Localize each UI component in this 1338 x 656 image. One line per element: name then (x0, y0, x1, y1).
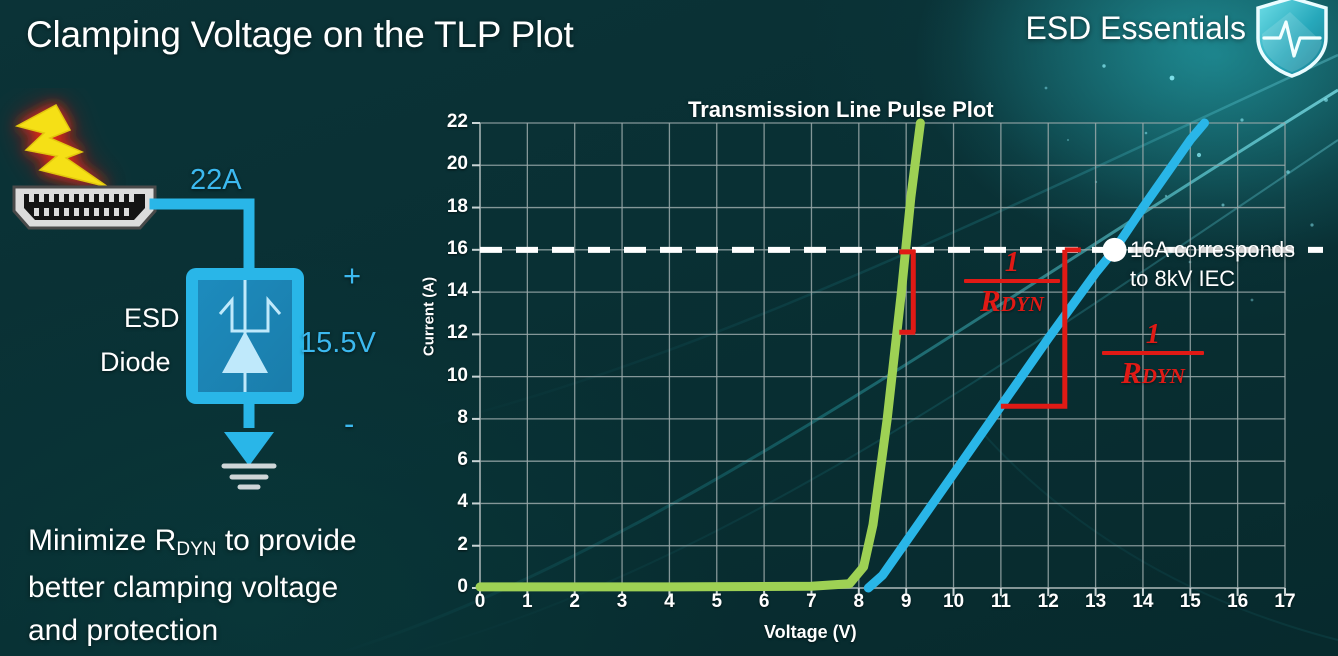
caption-line-2: better clamping voltage (28, 571, 339, 604)
y-axis-tick-4: 4 (457, 491, 468, 513)
slope-annotation-1: 1 RDYN (964, 247, 1060, 322)
y-axis-tick-2: 2 (457, 533, 468, 555)
slope1-fraction-bar (964, 279, 1060, 283)
x-axis-tick-7: 7 (806, 591, 817, 612)
x-axis-tick-1: 1 (522, 591, 533, 612)
x-axis-tick-0: 0 (474, 591, 486, 612)
x-axis-tick-6: 6 (758, 591, 770, 612)
y-axis-tick-16: 16 (446, 237, 468, 259)
circuit-wire (149, 198, 255, 274)
slope1-den-sub: DYN (1000, 292, 1044, 316)
slope2-den-sub: DYN (1141, 364, 1185, 388)
caption-line1-sub: DYN (176, 539, 217, 560)
x-axis-tick-2: 2 (569, 591, 580, 612)
slope2-den-main: R (1121, 355, 1142, 390)
device-label-line1: ESD (124, 303, 180, 333)
x-axis-tick-8: 8 (853, 591, 865, 612)
hdmi-connector-icon (12, 185, 157, 230)
chart-x-axis-label: Voltage (V) (764, 622, 857, 642)
chart-title: Transmission Line Pulse Plot (688, 97, 994, 122)
slope2-fraction-bar (1102, 351, 1204, 355)
slope1-numerator: 1 (1004, 246, 1020, 278)
y-axis-tick-0: 0 (457, 576, 468, 597)
y-axis-tick-10: 10 (446, 364, 468, 386)
brand-title: ESD Essentials (1025, 10, 1246, 46)
y-axis-tick-12: 12 (446, 322, 468, 344)
callout-line-1: 16A corresponds (1130, 237, 1296, 262)
y-axis-tick-14: 14 (446, 280, 468, 302)
x-axis-tick-15: 15 (1179, 591, 1201, 612)
x-axis-tick-17: 17 (1274, 591, 1296, 612)
tlp-chart: Transmission Line Pulse Plot Current (A)… (412, 88, 1338, 656)
chart-series-1 (863, 118, 1209, 593)
y-axis-tick-18: 18 (446, 195, 468, 217)
caption-line1-pre: Minimize R (28, 524, 177, 557)
plot-area (472, 118, 1323, 596)
ground-symbol-icon (221, 463, 277, 490)
caption-line-3: and protection (28, 614, 219, 647)
shield-pulse-icon (1256, 0, 1328, 78)
esd-diode-box (186, 268, 304, 404)
x-axis-tick-14: 14 (1132, 591, 1154, 612)
y-axis-tick-6: 6 (457, 449, 468, 471)
polarity-plus-label: + (343, 258, 362, 293)
caption-line1-post: to provide (216, 524, 357, 557)
lightning-bolt-icon (14, 103, 109, 188)
slope1-den-main: R (980, 283, 1001, 318)
current-label: 22A (190, 164, 242, 196)
y-axis-tick-20: 20 (446, 153, 468, 175)
slope2-numerator: 1 (1145, 318, 1161, 350)
x-axis-tick-3: 3 (616, 591, 628, 612)
slope1-denominator: RDYN (964, 283, 1060, 322)
slide-caption: Minimize RDYN to provide better clamping… (28, 519, 448, 652)
callout-line-2: to 8kV IEC (1130, 266, 1236, 291)
y-axis-tick-8: 8 (457, 406, 468, 428)
polarity-minus-label: - (344, 406, 355, 441)
x-axis-tick-16: 16 (1227, 591, 1249, 612)
slope-bracket-1 (899, 249, 916, 335)
x-axis-tick-11: 11 (990, 591, 1011, 612)
slope2-denominator: RDYN (1102, 355, 1204, 394)
y-axis-tick-22: 22 (446, 111, 468, 132)
chart-gridlines (479, 122, 1286, 589)
slide-title: Clamping Voltage on the TLP Plot (26, 14, 574, 55)
caption-line-1: Minimize RDYN to provide (28, 519, 448, 566)
device-label-line2: Diode (100, 347, 171, 377)
x-axis-tick-5: 5 (711, 591, 723, 612)
chart-marker-0[interactable] (1102, 237, 1127, 262)
x-axis-tick-12: 12 (1037, 591, 1059, 612)
x-axis-tick-4: 4 (664, 591, 675, 612)
x-axis-tick-13: 13 (1085, 591, 1107, 612)
slope-bracket-2 (1000, 247, 1081, 409)
x-axis-tick-9: 9 (900, 591, 912, 612)
current-arrow-icon (224, 432, 274, 466)
esd-circuit-diagram: 22A 15.5V + - ESD Diode (0, 88, 420, 508)
slope-annotation-2: 1 RDYN (1102, 319, 1204, 394)
clamp-voltage-label: 15.5V (300, 327, 376, 359)
chart-series-0 (475, 118, 925, 592)
x-axis-tick-10: 10 (942, 591, 965, 612)
marker-callout: 16A corresponds to 8kV IEC (1130, 235, 1295, 293)
